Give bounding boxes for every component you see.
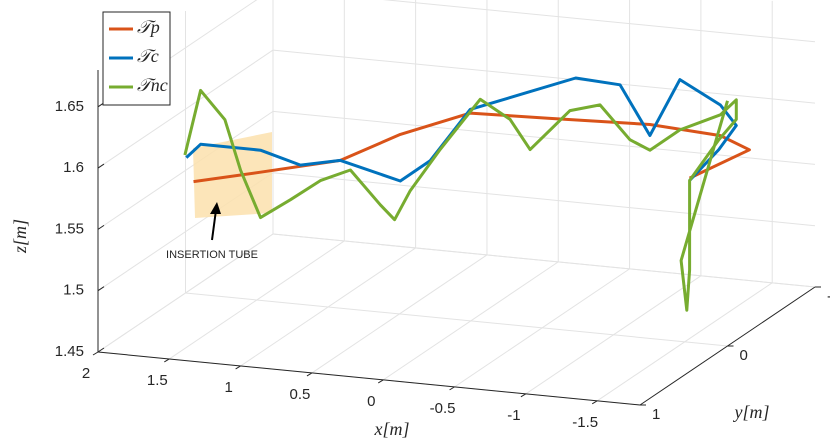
grid-line [382,0,816,43]
x-tick-label: 1 [224,379,232,396]
z-tick-label: 1.65 [55,98,84,115]
legend-label: 𝒯c [137,46,159,66]
series-line [193,111,751,184]
x-tick-label: 0.5 [290,386,311,403]
grid-line [97,49,274,169]
legend-label: 𝒯p [137,17,160,37]
z-tick-label: 1.55 [55,220,84,237]
y-axis-label: y[m] [733,402,770,422]
z-tick-label: 1.5 [63,282,84,299]
x-tick-label: 0 [367,393,375,410]
x-tick [378,379,384,384]
x-tick [520,393,527,398]
grid-line [272,172,816,227]
legend-label: 𝒯nc [137,75,168,95]
y-tick-label: -1 [827,288,830,305]
grid-line [272,233,816,288]
y-tick-label: 1 [652,406,660,423]
z-tick-label: 1.45 [55,343,84,360]
series-line [183,88,738,312]
x-tick-label: 1.5 [147,372,168,389]
grid-line [272,49,816,104]
x-tick-label: -0.5 [430,400,456,417]
x-tick [449,386,455,391]
z-tick [97,286,105,292]
annotation: INSERTION TUBE [166,249,258,261]
x-tick [92,351,99,356]
x-axis-line [97,351,641,406]
x-tick [306,372,313,377]
z-tick [97,347,105,353]
z-tick-label: 1.6 [63,159,84,176]
x-tick [164,358,170,363]
grid-line [97,233,274,353]
z-tick [97,224,105,230]
x-axis-label: x[m] [374,419,410,439]
plot-area [183,76,751,312]
grid-line [97,110,274,230]
y-tick-label: 0 [740,347,748,364]
z-axis-label: z[m] [10,219,30,254]
x-tick-label: 2 [82,365,90,382]
grid [92,0,821,406]
x-tick-label: -1.5 [572,414,598,431]
x-tick [235,365,241,370]
legend: 𝒯p 𝒯c 𝒯nc [102,11,171,106]
x-tick [591,400,598,405]
x-tick-label: -1 [507,407,520,424]
annotation-arrow [211,209,217,241]
grid-line [185,292,728,347]
annotation-arrowhead [210,202,221,214]
z-tick [97,163,105,169]
